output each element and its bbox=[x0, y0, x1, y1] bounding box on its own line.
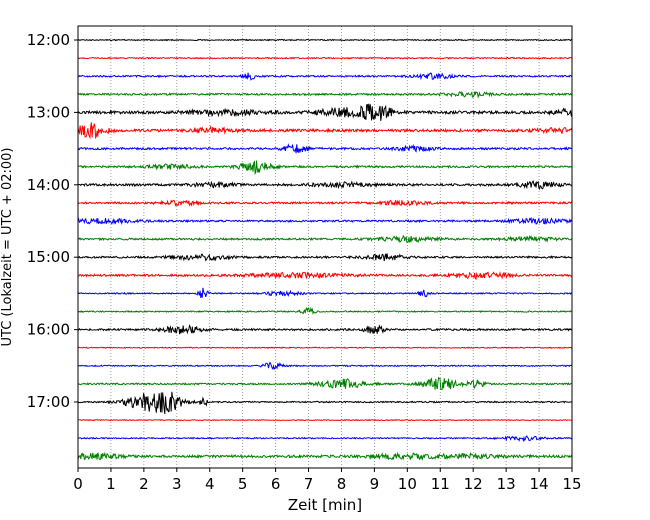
trace-row bbox=[77, 180, 573, 191]
x-tick-label: 11 bbox=[431, 475, 450, 493]
x-tick-label: 6 bbox=[271, 475, 281, 493]
trace-row bbox=[77, 199, 573, 207]
trace-row bbox=[77, 418, 573, 422]
y-tick-label: 13:00 bbox=[27, 103, 70, 121]
trace-row bbox=[77, 234, 573, 244]
y-axis-label: UTC (Lokalzeit = UTC + 02:00) bbox=[0, 148, 15, 347]
trace-row bbox=[77, 271, 573, 281]
trace-row bbox=[77, 287, 573, 298]
trace-row bbox=[77, 56, 573, 60]
trace-row bbox=[77, 435, 573, 443]
x-tick-label: 5 bbox=[238, 475, 248, 493]
x-tick-label: 9 bbox=[370, 475, 380, 493]
trace-row bbox=[77, 103, 573, 121]
x-tick-label: 1 bbox=[106, 475, 116, 493]
trace-row bbox=[77, 324, 573, 335]
trace-row bbox=[77, 391, 573, 415]
trace-row bbox=[77, 216, 573, 225]
trace-row bbox=[77, 346, 573, 349]
x-tick-label: 14 bbox=[530, 475, 549, 493]
trace-row bbox=[77, 160, 573, 176]
trace-row bbox=[77, 361, 573, 370]
x-tick-label: 13 bbox=[497, 475, 516, 493]
x-tick-label: 3 bbox=[172, 475, 182, 493]
trace-row bbox=[77, 91, 573, 99]
plot-frame bbox=[77, 25, 573, 469]
trace-row bbox=[77, 306, 573, 315]
trace-row bbox=[77, 38, 573, 42]
trace-row bbox=[77, 72, 573, 81]
x-tick-label: 7 bbox=[304, 475, 314, 493]
trace-row bbox=[77, 143, 573, 154]
y-tick-label: 14:00 bbox=[27, 176, 70, 194]
x-tick-label: 15 bbox=[562, 475, 581, 493]
trace-row bbox=[77, 376, 573, 391]
trace-row bbox=[77, 253, 573, 262]
x-tick-label: 12 bbox=[464, 475, 483, 493]
x-tick-label: 4 bbox=[205, 475, 215, 493]
x-axis-label: Zeit [min] bbox=[288, 496, 362, 514]
y-tick-label: 12:00 bbox=[27, 31, 70, 49]
y-axis-ticks: 12:00 13:00 14:00 15:00 16:00 17:00 bbox=[27, 31, 78, 411]
y-tick-label: 17:00 bbox=[27, 393, 70, 411]
x-axis-ticks: 0 1 2 3 4 5 6 7 8 9 10 11 12 13 14 15 bbox=[73, 468, 582, 493]
trace-row bbox=[77, 122, 573, 140]
y-tick-label: 16:00 bbox=[27, 321, 70, 339]
x-tick-label: 2 bbox=[139, 475, 149, 493]
y-tick-label: 15:00 bbox=[27, 248, 70, 266]
seismogram-traces bbox=[77, 38, 573, 461]
x-tick-label: 0 bbox=[73, 475, 83, 493]
trace-row bbox=[77, 451, 573, 461]
x-tick-label: 8 bbox=[337, 475, 347, 493]
x-tick-label: 10 bbox=[398, 475, 417, 493]
